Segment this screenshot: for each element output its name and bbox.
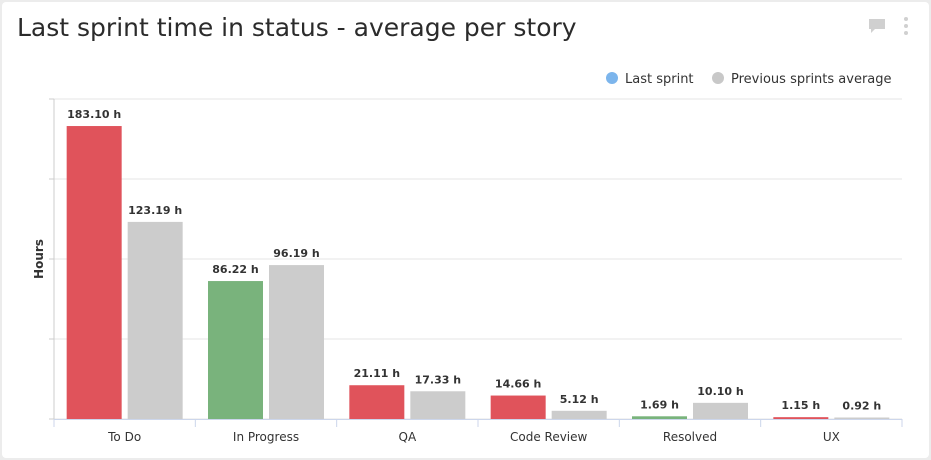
kebab-menu-icon[interactable] [902, 16, 910, 36]
category-label: UX [823, 430, 840, 444]
bar-value-label: 10.10 h [697, 385, 743, 398]
bar-value-label: 1.69 h [640, 398, 679, 411]
category-label: In Progress [233, 430, 299, 444]
bar-value-label: 0.92 h [842, 400, 881, 413]
category-label: To Do [107, 430, 141, 444]
bar[interactable] [127, 221, 183, 419]
legend: Last sprint Previous sprints average [606, 72, 892, 87]
bar-value-label: 86.22 h [212, 263, 258, 276]
bar-value-label: 14.66 h [495, 378, 541, 391]
bar[interactable] [632, 416, 687, 419]
bar[interactable] [834, 417, 890, 419]
bar-value-label: 1.15 h [781, 399, 820, 412]
legend-item-label[interactable]: Previous sprints average [731, 72, 892, 87]
legend-marker[interactable] [606, 72, 618, 84]
legend-item-label[interactable]: Last sprint [625, 72, 694, 87]
page-title: Last sprint time in status - average per… [17, 13, 577, 42]
bar[interactable] [66, 126, 122, 419]
bar[interactable] [269, 265, 324, 419]
bar-value-label: 96.19 h [273, 247, 319, 260]
bar-value-label: 5.12 h [560, 393, 599, 406]
bar[interactable] [349, 385, 405, 419]
bar-labels: 183.10 h 123.19 h 86.22 h 96.19 h 21.11 h 17.… [67, 108, 881, 412]
bar[interactable] [551, 410, 607, 419]
bar-value-label: 17.33 h [415, 373, 461, 386]
category-label: Code Review [510, 430, 588, 444]
category-label: Resolved [663, 430, 717, 444]
bar-value-label: 183.10 h [67, 108, 121, 121]
bar[interactable] [208, 281, 263, 419]
comment-icon[interactable] [868, 18, 886, 34]
bar[interactable] [773, 417, 829, 419]
y-axis-title: Hours [32, 239, 46, 279]
legend-marker[interactable] [712, 72, 724, 84]
x-axis: To Do In Progress QA Code Review Resolved UX [49, 98, 903, 444]
bar[interactable] [410, 391, 466, 419]
bar-value-label: 123.19 h [128, 204, 182, 217]
bar[interactable] [693, 402, 748, 419]
bars [66, 126, 890, 419]
category-label: QA [399, 430, 417, 444]
bar[interactable] [490, 395, 546, 419]
bar-value-label: 21.11 h [354, 367, 400, 380]
